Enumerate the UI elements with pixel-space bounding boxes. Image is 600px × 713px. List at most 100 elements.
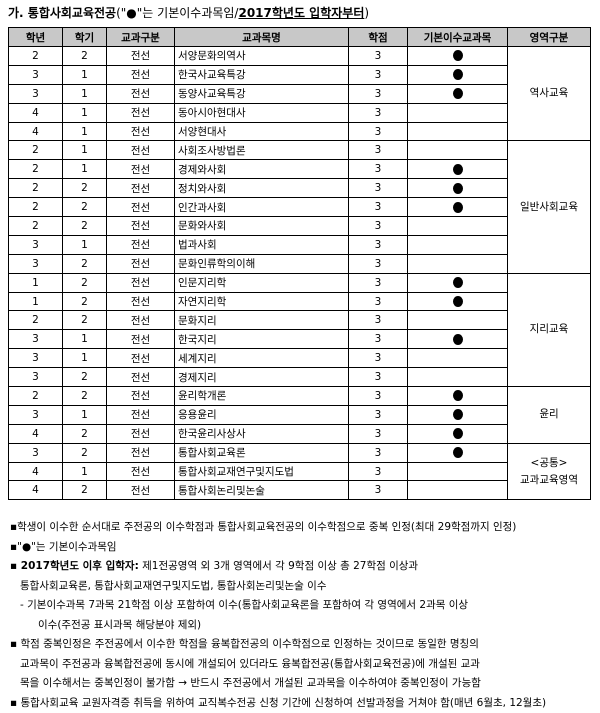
semester-cell: 2 bbox=[63, 217, 107, 236]
credit-cell: 3 bbox=[349, 179, 408, 198]
grade-cell: 3 bbox=[9, 65, 63, 84]
credit-cell: 3 bbox=[349, 349, 408, 368]
semester-cell: 2 bbox=[63, 481, 107, 500]
category-cell: 전선 bbox=[107, 349, 175, 368]
category-cell: 전선 bbox=[107, 235, 175, 254]
grade-cell: 3 bbox=[9, 235, 63, 254]
basic-course-cell bbox=[408, 141, 508, 160]
filled-circle-icon bbox=[453, 296, 463, 307]
course-name-cell: 문화지리 bbox=[175, 311, 349, 330]
column-header: 영역구분 bbox=[508, 28, 591, 47]
column-header: 교과구분 bbox=[107, 28, 175, 47]
basic-course-cell bbox=[408, 65, 508, 84]
credit-cell: 3 bbox=[349, 198, 408, 217]
credit-cell: 3 bbox=[349, 65, 408, 84]
credit-cell: 3 bbox=[349, 141, 408, 160]
grade-cell: 3 bbox=[9, 405, 63, 424]
semester-cell: 2 bbox=[63, 179, 107, 198]
course-name-cell: 경제지리 bbox=[175, 368, 349, 387]
course-name-cell: 세계지리 bbox=[175, 349, 349, 368]
column-header: 기본이수교과목 bbox=[408, 28, 508, 47]
credit-cell: 3 bbox=[349, 235, 408, 254]
column-header: 학점 bbox=[349, 28, 408, 47]
filled-circle-icon bbox=[453, 88, 463, 99]
basic-course-cell bbox=[408, 349, 508, 368]
column-header: 교과목명 bbox=[175, 28, 349, 47]
category-cell: 전선 bbox=[107, 368, 175, 387]
semester-cell: 2 bbox=[63, 424, 107, 443]
category-cell: 전선 bbox=[107, 122, 175, 141]
course-name-cell: 서양현대사 bbox=[175, 122, 349, 141]
basic-course-cell bbox=[408, 103, 508, 122]
filled-circle-icon bbox=[453, 50, 463, 61]
semester-cell: 2 bbox=[63, 198, 107, 217]
semester-cell: 1 bbox=[63, 330, 107, 349]
semester-cell: 2 bbox=[63, 273, 107, 292]
column-header: 학년 bbox=[9, 28, 63, 47]
credit-cell: 3 bbox=[349, 292, 408, 311]
grade-cell: 3 bbox=[9, 349, 63, 368]
grade-cell: 2 bbox=[9, 160, 63, 179]
area-cell: 윤리 bbox=[508, 387, 591, 444]
credit-cell: 3 bbox=[349, 387, 408, 406]
filled-circle-icon bbox=[453, 390, 463, 401]
course-name-cell: 자연지리학 bbox=[175, 292, 349, 311]
note: ▪ 학점 중복인정은 주전공에서 이수한 학점을 융복합전공의 이수학점으로 인… bbox=[10, 635, 595, 655]
credit-cell: 3 bbox=[349, 443, 408, 462]
note: ▪"●"는 기본이수과목임 bbox=[10, 538, 595, 558]
note: - 기본이수과목 7과목 21학점 이상 포함하여 이수(통합사회교육론을 포함… bbox=[10, 596, 595, 616]
grade-cell: 4 bbox=[9, 481, 63, 500]
basic-course-cell bbox=[408, 84, 508, 103]
note: 교과목이 주전공과 융복합전공에 동시에 개설되어 있더라도 융복합전공(통합사… bbox=[10, 655, 595, 675]
basic-course-cell bbox=[408, 424, 508, 443]
note: ▪ 2017학년도 이후 입학자: 제1전공영역 외 3개 영역에서 각 9학점… bbox=[10, 557, 595, 577]
filled-circle-icon bbox=[453, 428, 463, 439]
note: ▪ 통합사회교육 교원자격증 취득을 위하여 교직복수전공 신청 기간에 신청하… bbox=[10, 694, 595, 713]
grade-cell: 4 bbox=[9, 103, 63, 122]
category-cell: 전선 bbox=[107, 462, 175, 481]
grade-cell: 1 bbox=[9, 273, 63, 292]
grade-cell: 2 bbox=[9, 311, 63, 330]
course-name-cell: 서양문화의역사 bbox=[175, 47, 349, 66]
basic-course-cell bbox=[408, 311, 508, 330]
credit-cell: 3 bbox=[349, 47, 408, 66]
grade-cell: 3 bbox=[9, 368, 63, 387]
course-name-cell: 인간과사회 bbox=[175, 198, 349, 217]
course-name-cell: 인문지리학 bbox=[175, 273, 349, 292]
grade-cell: 3 bbox=[9, 443, 63, 462]
area-cell: 역사교육 bbox=[508, 47, 591, 141]
grade-cell: 3 bbox=[9, 84, 63, 103]
section-title: 가. 통합사회교육전공("●"는 기본이수과목임/2017학년도 입학자부터) bbox=[8, 4, 369, 21]
category-cell: 전선 bbox=[107, 84, 175, 103]
basic-course-cell bbox=[408, 368, 508, 387]
semester-cell: 1 bbox=[63, 405, 107, 424]
credit-cell: 3 bbox=[349, 160, 408, 179]
category-cell: 전선 bbox=[107, 443, 175, 462]
note: 통합사회교육론, 통합사회교재연구및지도법, 통합사회논리및논술 이수 bbox=[10, 577, 595, 597]
semester-cell: 2 bbox=[63, 443, 107, 462]
semester-cell: 1 bbox=[63, 160, 107, 179]
basic-course-cell bbox=[408, 235, 508, 254]
course-name-cell: 한국윤리사상사 bbox=[175, 424, 349, 443]
course-name-cell: 한국지리 bbox=[175, 330, 349, 349]
semester-cell: 1 bbox=[63, 65, 107, 84]
grade-cell: 2 bbox=[9, 179, 63, 198]
semester-cell: 2 bbox=[63, 292, 107, 311]
credit-cell: 3 bbox=[349, 122, 408, 141]
